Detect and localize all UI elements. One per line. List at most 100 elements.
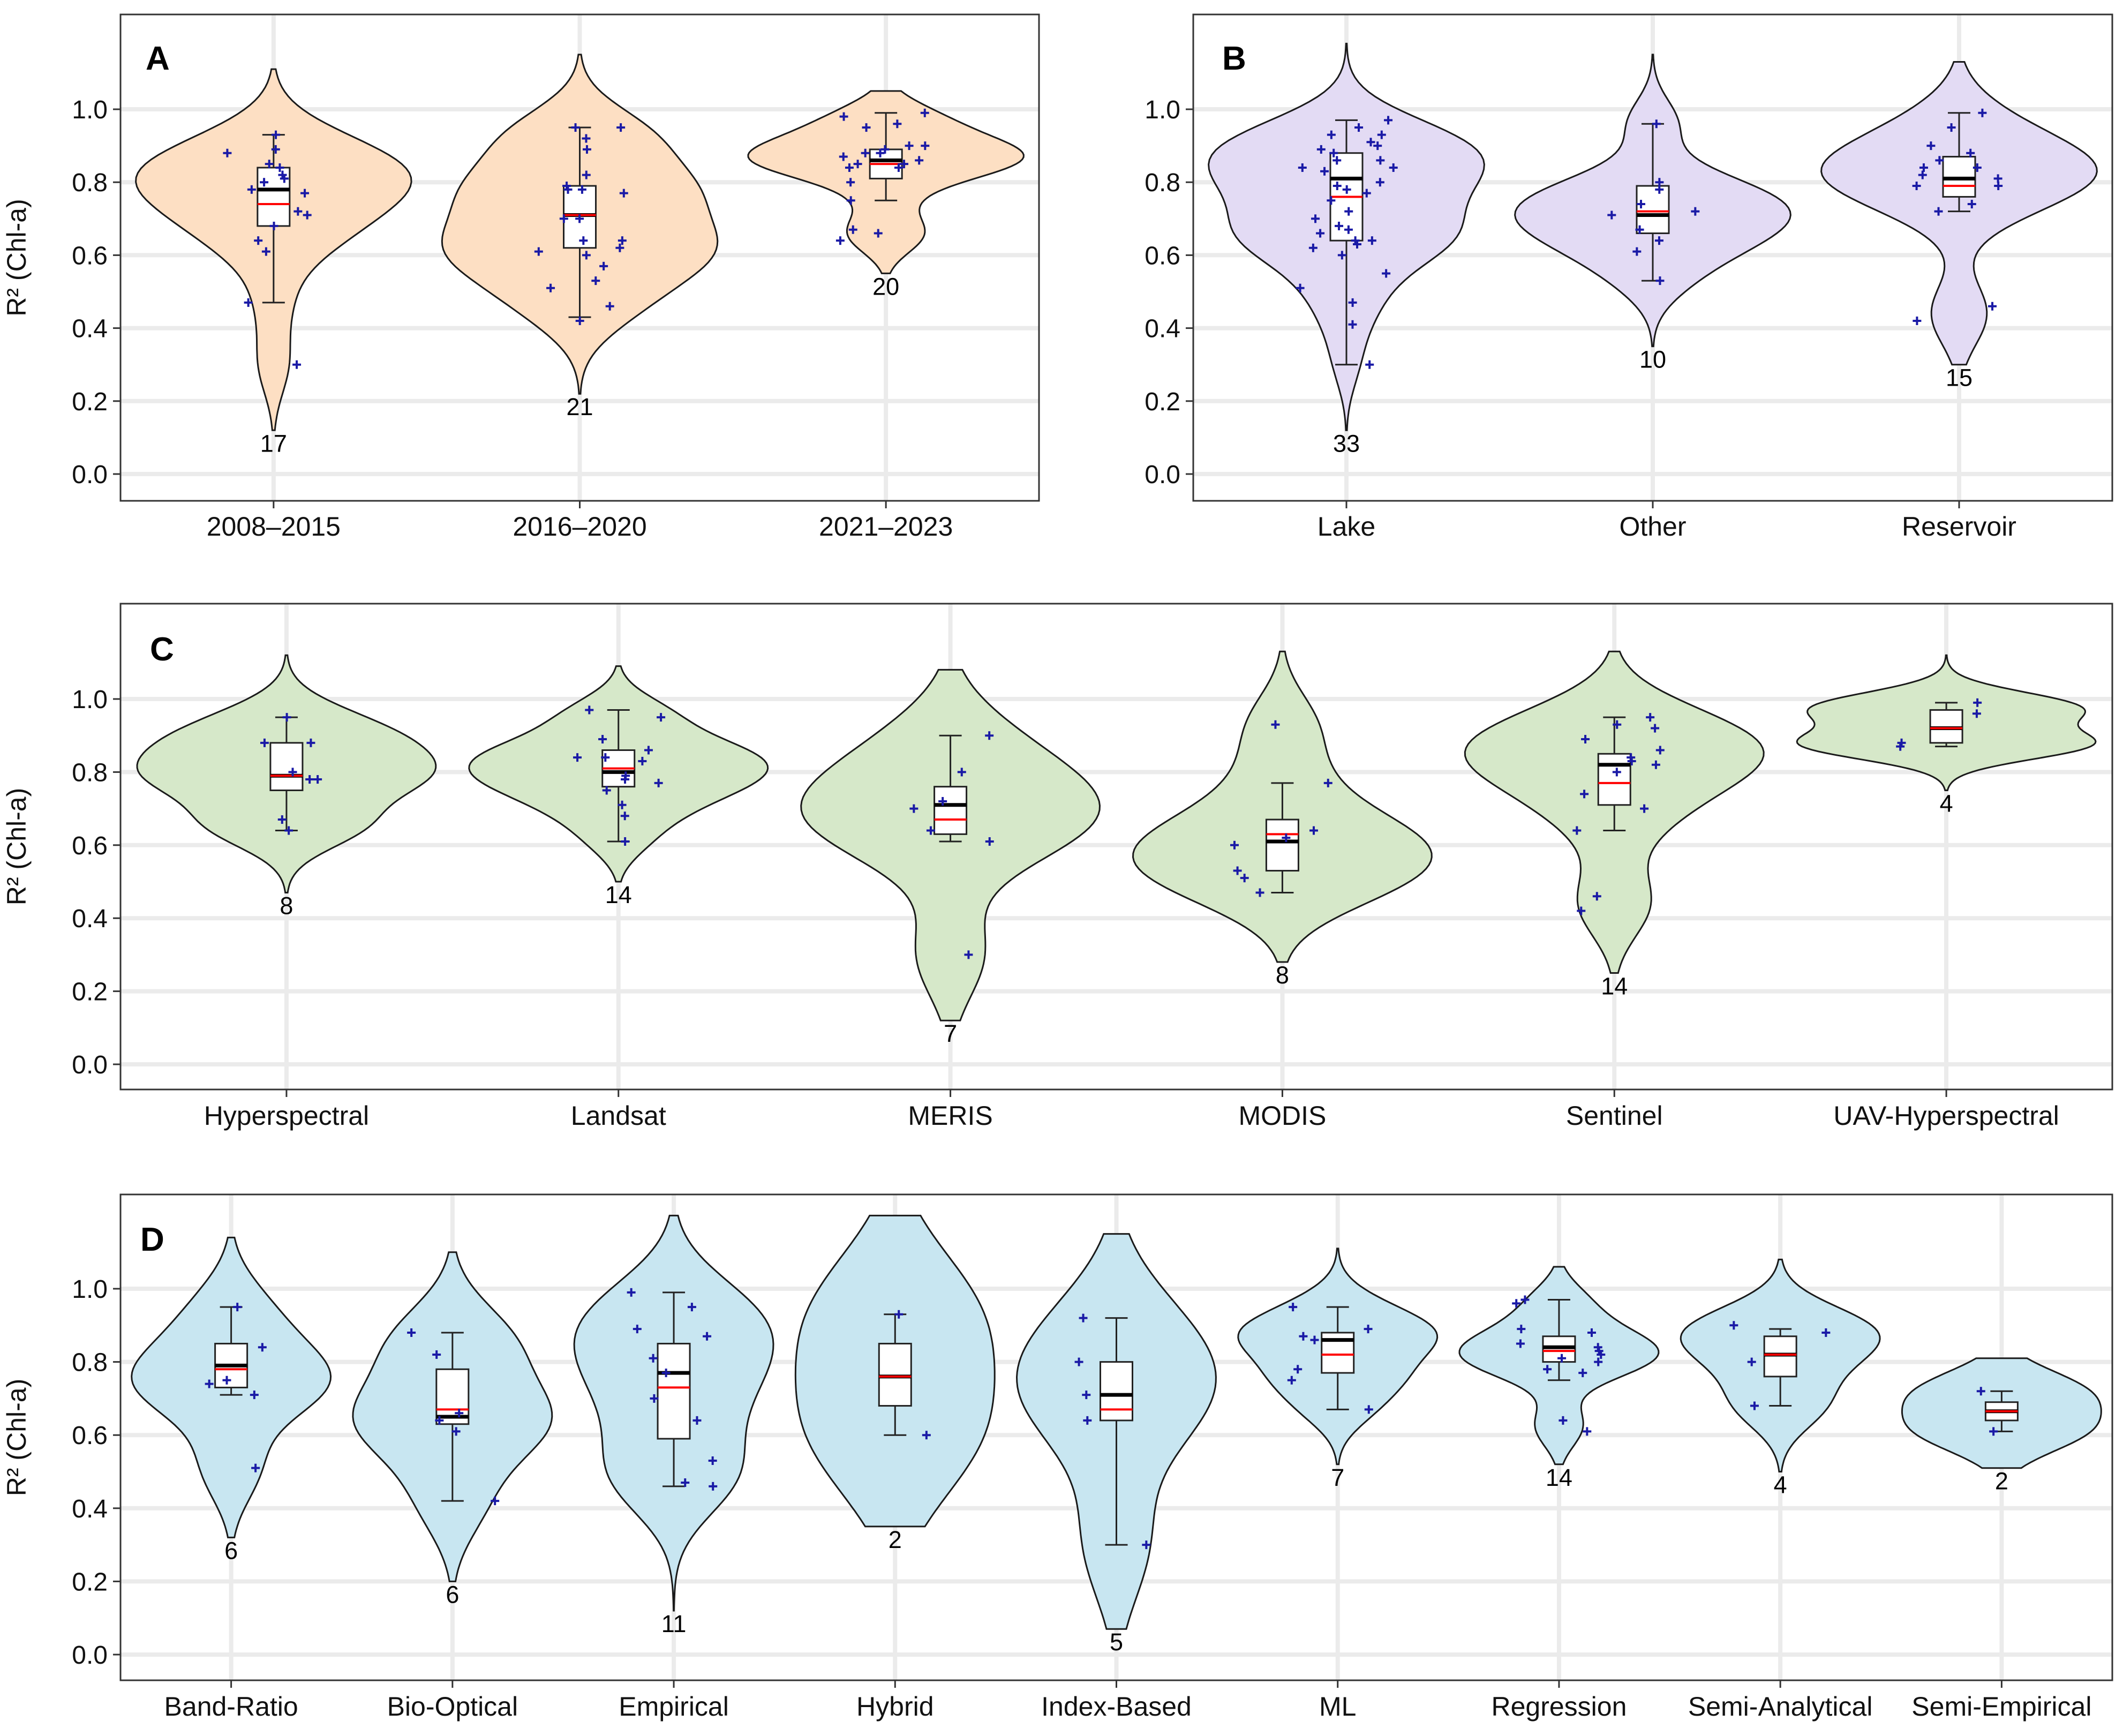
data-point <box>244 298 253 307</box>
plot-frame <box>119 13 1040 502</box>
data-point <box>1376 156 1385 165</box>
data-point <box>571 123 580 132</box>
data-point <box>1973 698 1982 707</box>
data-point <box>1083 1416 1092 1425</box>
data-point <box>1947 123 1956 132</box>
data-point <box>1691 207 1700 216</box>
data-point <box>455 1409 464 1418</box>
n-label: 7 <box>944 1020 957 1047</box>
data-point <box>1572 826 1582 835</box>
data-point <box>1230 840 1239 850</box>
y-tick-label: 0.4 <box>72 1495 108 1523</box>
data-point <box>921 141 930 151</box>
data-point <box>1613 720 1622 729</box>
violin-reservoir <box>1820 61 2098 366</box>
data-point <box>1289 1303 1298 1312</box>
data-point <box>1332 182 1342 191</box>
data-point <box>605 302 614 311</box>
data-point <box>709 1482 718 1491</box>
data-point <box>292 360 302 369</box>
data-point <box>1729 1321 1738 1330</box>
data-point <box>258 1343 267 1352</box>
data-point <box>1655 276 1665 285</box>
plot-frame <box>119 603 2113 1091</box>
data-point <box>839 152 848 161</box>
group-regression: 14 <box>1458 1266 1660 1491</box>
n-label: 11 <box>661 1610 687 1637</box>
panel-b: 0.0 0.2 0.4 0.6 0.8 1.0 33 Lake 10 Other 15 Reservo… <box>1145 13 2113 542</box>
data-point <box>627 1288 636 1297</box>
group-sentinel: 14 <box>1464 650 1765 1000</box>
data-point <box>1646 713 1655 722</box>
data-point <box>905 141 914 151</box>
n-label: 21 <box>566 393 593 420</box>
data-point <box>1354 123 1364 132</box>
y-tick-label: 1.0 <box>72 686 108 714</box>
data-point <box>1607 211 1616 220</box>
data-point <box>650 1394 659 1403</box>
panel-d: 0.0 0.2 0.4 0.6 0.8 1.0 6 Band-Ratio 6 Bio-Optica… <box>2 1193 2113 1722</box>
group-uav-hyperspectral: 4 <box>1796 654 2097 817</box>
y-tick-label: 1.0 <box>1145 96 1180 124</box>
data-point <box>1520 1295 1530 1304</box>
data-point <box>1935 156 1944 165</box>
data-point <box>1327 196 1336 205</box>
data-point <box>1382 269 1391 278</box>
data-point <box>1271 720 1280 729</box>
category-label-modis: MODIS <box>1238 1101 1326 1131</box>
data-point <box>261 247 270 256</box>
y-tick-label: 0.6 <box>72 832 108 860</box>
data-point <box>598 735 607 744</box>
data-point <box>985 731 994 740</box>
data-point <box>1342 185 1351 194</box>
data-point <box>1559 1416 1568 1425</box>
category-label-sentinel: Sentinel <box>1566 1101 1663 1131</box>
data-point <box>1543 1365 1552 1374</box>
data-point <box>1298 163 1307 172</box>
panel-label: C <box>150 631 174 668</box>
category-label-2021-2023: 2021–2023 <box>819 512 953 542</box>
data-point <box>1988 302 1997 311</box>
n-label: 20 <box>872 273 899 300</box>
data-point <box>282 713 291 722</box>
category-label-index-based: Index-Based <box>1041 1692 1192 1722</box>
data-point <box>1557 1354 1567 1363</box>
data-point <box>1636 200 1645 209</box>
y-axis-label: R² (Chl-a) <box>2 788 32 905</box>
data-point <box>661 1369 671 1378</box>
data-point <box>861 148 870 157</box>
data-point <box>233 1303 242 1312</box>
data-point <box>1311 214 1320 223</box>
data-point <box>601 753 610 762</box>
data-point <box>618 236 627 245</box>
data-point <box>591 276 600 285</box>
data-point <box>894 1310 904 1319</box>
data-point <box>407 1328 416 1337</box>
y-tick-label: 0.6 <box>72 242 108 270</box>
y-tick-label: 0.8 <box>72 758 108 787</box>
category-label-ml: ML <box>1319 1692 1356 1722</box>
data-point <box>1323 778 1332 787</box>
data-point <box>846 196 855 205</box>
category-label-hybrid: Hybrid <box>856 1692 933 1722</box>
data-point <box>621 775 630 784</box>
category-label-lake: Lake <box>1318 512 1375 542</box>
violin-meris <box>800 668 1101 1021</box>
data-point <box>853 160 862 169</box>
group-semi-empirical: 2 <box>1901 1357 2102 1495</box>
data-point <box>1976 1387 1985 1396</box>
data-point <box>880 145 890 154</box>
data-point <box>1079 1313 1088 1322</box>
data-point <box>271 145 280 154</box>
data-point <box>1655 746 1665 755</box>
data-point <box>1332 156 1342 165</box>
n-label: 10 <box>1639 346 1666 373</box>
data-point <box>839 112 848 121</box>
data-point <box>894 163 903 172</box>
data-point <box>1282 833 1291 843</box>
y-tick-label: 1.0 <box>72 96 108 124</box>
data-point <box>275 163 284 172</box>
group-reservoir: 15 <box>1820 61 2098 392</box>
data-point <box>269 221 278 230</box>
n-label: 5 <box>1110 1628 1123 1656</box>
